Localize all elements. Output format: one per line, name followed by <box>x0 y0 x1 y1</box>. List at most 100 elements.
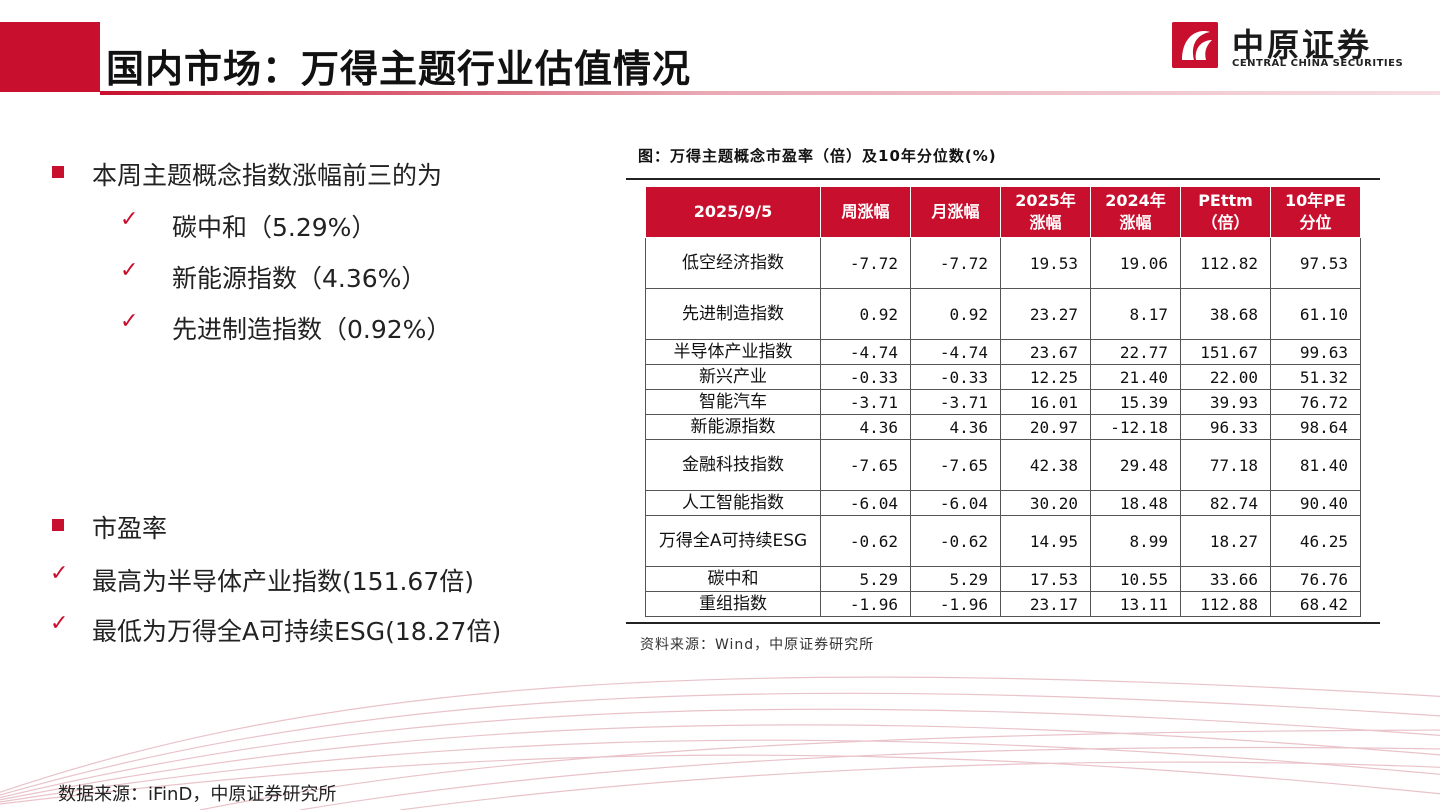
section2-item: 最低为万得全A可持续ESG(18.27倍) <box>92 617 502 646</box>
value-cell: 99.63 <box>1270 339 1361 365</box>
header-line: 涨幅 <box>1029 213 1062 232</box>
value-cell: 82.74 <box>1180 490 1271 516</box>
title-underline <box>100 91 1440 95</box>
value-cell: 5.29 <box>820 566 911 592</box>
value-cell: 22.77 <box>1090 339 1181 365</box>
value-cell: 46.25 <box>1270 515 1361 567</box>
table-row: 智能汽车 -3.71 -3.71 16.01 15.39 39.93 76.72 <box>645 389 1361 415</box>
value-cell: 151.67 <box>1180 339 1271 365</box>
value-cell: -3.71 <box>910 389 1001 415</box>
check-icon: ✓ <box>50 561 69 586</box>
value-cell: 19.06 <box>1090 237 1181 289</box>
value-cell: 0.92 <box>820 288 911 340</box>
value-cell: -7.65 <box>910 439 1001 491</box>
bullet-square <box>52 519 64 531</box>
table-bottom-rule <box>626 622 1380 624</box>
value-cell: 68.42 <box>1270 591 1361 617</box>
footer-source-note: 数据来源：iFinD，中原证券研究所 <box>58 784 337 805</box>
logo-english-text: CENTRAL CHINA SECURITIES <box>1232 58 1404 69</box>
table-header-cell: PEttm （倍） <box>1180 186 1271 238</box>
value-cell: 112.88 <box>1180 591 1271 617</box>
value-cell: 61.10 <box>1270 288 1361 340</box>
decorative-lines <box>0 676 1440 810</box>
value-cell: 98.64 <box>1270 414 1361 440</box>
check-icon: ✓ <box>120 309 139 334</box>
table-header-cell: 2024年涨幅 <box>1090 186 1181 238</box>
value-cell: 51.32 <box>1270 364 1361 390</box>
value-cell: 29.48 <box>1090 439 1181 491</box>
logo-mark-icon <box>1172 22 1218 68</box>
value-cell: -12.18 <box>1090 414 1181 440</box>
value-cell: -3.71 <box>820 389 911 415</box>
value-cell: 76.76 <box>1270 566 1361 592</box>
check-icon: ✓ <box>120 258 139 283</box>
table-row: 碳中和 5.29 5.29 17.53 10.55 33.66 76.76 <box>645 566 1361 592</box>
company-logo: 中原证券 CENTRAL CHINA SECURITIES <box>1172 22 1422 74</box>
table-row: 人工智能指数 -6.04 -6.04 30.20 18.48 82.74 90.40 <box>645 490 1361 516</box>
value-cell: -7.72 <box>820 237 911 289</box>
table-row: 新兴产业 -0.33 -0.33 12.25 21.40 22.00 51.32 <box>645 364 1361 390</box>
value-cell: 17.53 <box>1000 566 1091 592</box>
section1-item: 新能源指数（4.36%） <box>172 264 427 293</box>
value-cell: -7.72 <box>910 237 1001 289</box>
table-header-cell: 2025年 涨幅 <box>1000 186 1091 238</box>
value-cell: -0.62 <box>820 515 911 567</box>
value-cell: 42.38 <box>1000 439 1091 491</box>
table-header-cell: 周涨幅 <box>820 186 911 238</box>
value-cell: 23.67 <box>1000 339 1091 365</box>
value-cell: 112.82 <box>1180 237 1271 289</box>
section1-item: 先进制造指数（0.92%） <box>172 315 452 344</box>
table-row: 低空经济指数 -7.72 -7.72 19.53 19.06 112.82 97.53 <box>645 237 1361 289</box>
header-line: 10年PE <box>1285 191 1346 210</box>
header-line: 涨幅 <box>1119 213 1152 232</box>
table-header-row: 2025/9/5 周涨幅 月涨幅 2025年 涨幅 2024年 涨幅 PEttm （倍） 10年P… <box>645 186 1361 238</box>
section2-heading: 市盈率 <box>92 514 168 543</box>
title-accent-bar <box>0 22 100 92</box>
header-line: PEttm <box>1198 191 1253 210</box>
index-name-cell: 半导体产业指数 <box>645 339 821 365</box>
table-row: 金融科技指数 -7.65 -7.65 42.38 29.48 77.18 81.40 <box>645 439 1361 491</box>
index-name-cell: 重组指数 <box>645 591 821 617</box>
table-header-cell: 10年PE 分位 <box>1270 186 1361 238</box>
check-icon: ✓ <box>50 611 69 636</box>
section1-heading: 本周主题概念指数涨幅前三的为 <box>92 161 443 190</box>
value-cell: 10.55 <box>1090 566 1181 592</box>
index-name-cell: 碳中和 <box>645 566 821 592</box>
value-cell: -0.33 <box>910 364 1001 390</box>
value-cell: -6.04 <box>820 490 911 516</box>
value-cell: 22.00 <box>1180 364 1271 390</box>
bullet-square <box>52 166 64 178</box>
value-cell: 12.25 <box>1000 364 1091 390</box>
header-line: 周涨幅 <box>841 202 890 221</box>
header-line: 分位 <box>1299 213 1332 232</box>
value-cell: 18.48 <box>1090 490 1181 516</box>
index-name-cell: 金融科技指数 <box>645 439 821 491</box>
value-cell: -4.74 <box>910 339 1001 365</box>
value-cell: 4.36 <box>910 414 1001 440</box>
value-cell: 15.39 <box>1090 389 1181 415</box>
value-cell: 18.27 <box>1180 515 1271 567</box>
header-line: 2024年 <box>1105 191 1166 210</box>
table-row: 新能源指数 4.36 4.36 20.97 -12.18 96.33 98.64 <box>645 414 1361 440</box>
value-cell: 4.36 <box>820 414 911 440</box>
logo-chinese-text: 中原证券 <box>1232 26 1373 64</box>
header-line: 月涨幅 <box>931 202 980 221</box>
value-cell: 23.17 <box>1000 591 1091 617</box>
value-cell: -4.74 <box>820 339 911 365</box>
value-cell: 96.33 <box>1180 414 1271 440</box>
value-cell: 90.40 <box>1270 490 1361 516</box>
value-cell: -1.96 <box>820 591 911 617</box>
table-row: 重组指数 -1.96 -1.96 23.17 13.11 112.88 68.42 <box>645 591 1361 617</box>
valuation-table: 2025/9/5 周涨幅 月涨幅 2025年 涨幅 2024年 涨幅 PEttm （倍） 10年P… <box>645 186 1361 617</box>
index-name-cell: 新能源指数 <box>645 414 821 440</box>
value-cell: -0.33 <box>820 364 911 390</box>
value-cell: 19.53 <box>1000 237 1091 289</box>
value-cell: 97.53 <box>1270 237 1361 289</box>
table-row: 万得全A可持续ESG -0.62 -0.62 14.95 8.99 18.27 46.25 <box>645 515 1361 567</box>
index-name-cell: 先进制造指数 <box>645 288 821 340</box>
value-cell: 77.18 <box>1180 439 1271 491</box>
index-name-cell: 万得全A可持续ESG <box>645 515 821 567</box>
header-line: 2025/9/5 <box>693 202 773 221</box>
value-cell: 39.93 <box>1180 389 1271 415</box>
index-name-cell: 低空经济指数 <box>645 237 821 289</box>
